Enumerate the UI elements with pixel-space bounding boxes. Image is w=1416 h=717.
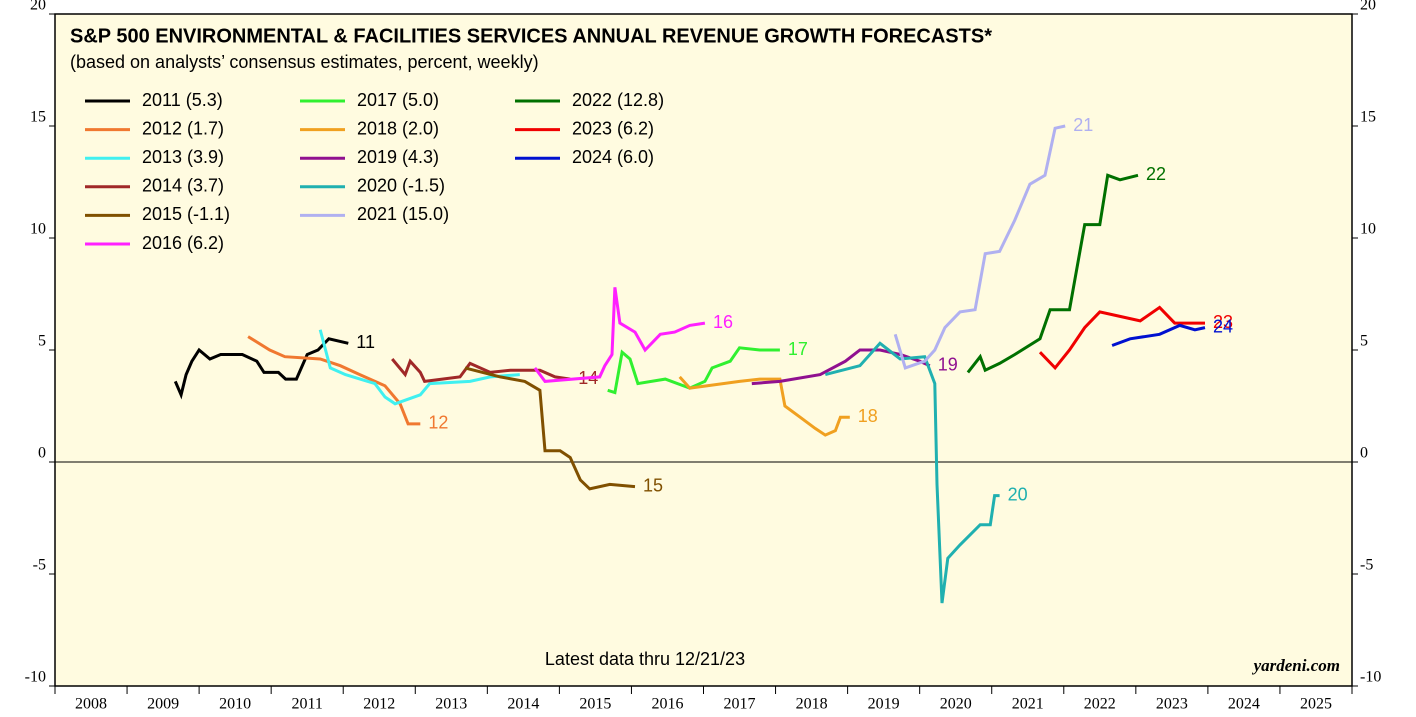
y-tick-label: 20 (30, 0, 46, 14)
legend-label: 2021 (15.0) (357, 204, 449, 224)
y-tick-label: -10 (25, 669, 46, 686)
legend-label: 2019 (4.3) (357, 147, 439, 167)
series-line (464, 366, 636, 491)
legend-label: 2011 (5.3) (142, 90, 223, 110)
x-tick-label: 2016 (651, 696, 683, 713)
end-label: 18 (858, 406, 878, 426)
y2-tick-label: 20 (1360, 0, 1376, 14)
x-tick-label: 2020 (940, 696, 972, 713)
series-line (1111, 323, 1206, 347)
x-tick-label: 2018 (796, 696, 828, 713)
end-label: 16 (713, 312, 733, 332)
plot-area (54, 13, 1353, 687)
y-tick-label: 15 (30, 109, 46, 126)
source: yardeni.com (1252, 656, 1340, 675)
x-tick-label: 2012 (363, 696, 395, 713)
x-tick-label: 2009 (147, 696, 179, 713)
y2-tick-label: 5 (1360, 333, 1368, 350)
y2-tick-label: -5 (1360, 557, 1373, 574)
end-label: 22 (1146, 164, 1166, 184)
chart-subtitle: (based on analysts’ consensus estimates,… (70, 52, 539, 72)
end-label: 11 (356, 332, 375, 352)
series-line (247, 335, 421, 426)
series-line (893, 124, 1066, 370)
legend-label: 2017 (5.0) (357, 90, 439, 110)
end-label: 15 (643, 475, 663, 495)
x-tick-label: 2023 (1156, 696, 1188, 713)
y-tick-label: -5 (33, 557, 46, 574)
x-tick-label: 2015 (579, 696, 611, 713)
x-tick-label: 2021 (1012, 696, 1044, 713)
y2-tick-label: -10 (1360, 669, 1381, 686)
legend-label: 2023 (6.2) (572, 118, 654, 138)
y2-tick-label: 10 (1360, 221, 1376, 238)
series-line (173, 337, 349, 400)
series-line (391, 358, 571, 384)
x-tick-label: 2008 (75, 696, 107, 713)
y-tick-label: 10 (30, 221, 46, 238)
x-tick-label: 2025 (1300, 696, 1332, 713)
y2-tick-label: 15 (1360, 109, 1376, 126)
y-tick-label: 5 (38, 333, 46, 350)
series-line (318, 329, 520, 406)
y2-tick-label: 0 (1360, 445, 1368, 462)
x-tick-label: 2014 (507, 696, 539, 713)
end-label: 20 (1008, 484, 1028, 504)
annotation: Latest data thru 12/21/23 (545, 649, 745, 669)
legend-label: 2016 (6.2) (142, 233, 224, 253)
series-line (678, 375, 850, 437)
legend-label: 2022 (12.8) (572, 90, 664, 110)
end-label: 23 (1213, 312, 1233, 332)
end-label: 17 (788, 339, 808, 359)
end-label: 19 (938, 354, 958, 374)
series-line (966, 173, 1139, 374)
legend-label: 2015 (-1.1) (142, 204, 230, 224)
end-label: 24 (1213, 316, 1233, 336)
chart-title: S&P 500 ENVIRONMENTAL & FACILITIES SERVI… (70, 25, 992, 47)
series-line (824, 341, 1000, 604)
x-tick-label: 2010 (219, 696, 251, 713)
legend-label: 2013 (3.9) (142, 147, 224, 167)
x-tick-label: 2017 (724, 696, 756, 713)
legend-label: 2018 (2.0) (357, 118, 439, 138)
x-tick-label: 2019 (868, 696, 900, 713)
legend-label: 2020 (-1.5) (357, 176, 445, 196)
x-tick-label: 2011 (291, 696, 322, 713)
legend-label: 2012 (1.7) (142, 118, 224, 138)
end-label: 21 (1073, 115, 1093, 135)
series-line (533, 287, 706, 383)
x-tick-label: 2013 (435, 696, 467, 713)
series-line (1038, 305, 1205, 371)
y-tick-label: 0 (38, 445, 46, 462)
end-label: 12 (428, 413, 448, 433)
legend-label: 2024 (6.0) (572, 147, 654, 167)
legend-label: 2014 (3.7) (142, 176, 224, 196)
x-tick-label: 2022 (1084, 696, 1116, 713)
x-tick-label: 2024 (1228, 696, 1260, 713)
